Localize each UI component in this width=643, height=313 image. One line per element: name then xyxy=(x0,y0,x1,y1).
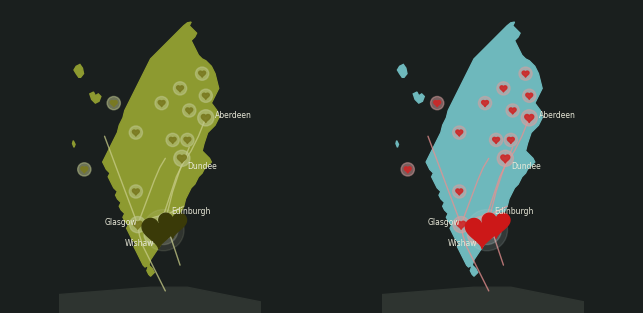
Circle shape xyxy=(453,217,469,233)
Circle shape xyxy=(199,89,212,102)
Polygon shape xyxy=(456,130,463,136)
Polygon shape xyxy=(501,155,510,163)
Polygon shape xyxy=(74,64,84,77)
Text: Aberdeen: Aberdeen xyxy=(538,111,575,121)
Circle shape xyxy=(183,104,196,117)
Circle shape xyxy=(129,185,143,198)
Circle shape xyxy=(195,67,209,80)
Circle shape xyxy=(473,216,502,244)
Polygon shape xyxy=(396,141,399,147)
Circle shape xyxy=(519,67,532,80)
Circle shape xyxy=(523,89,536,102)
Polygon shape xyxy=(111,100,117,107)
Circle shape xyxy=(504,133,518,146)
Circle shape xyxy=(453,185,466,198)
Circle shape xyxy=(521,110,538,126)
Polygon shape xyxy=(59,287,261,313)
Polygon shape xyxy=(466,218,499,249)
Polygon shape xyxy=(203,93,209,100)
Polygon shape xyxy=(522,71,529,77)
Circle shape xyxy=(78,163,91,176)
Circle shape xyxy=(107,96,120,110)
Polygon shape xyxy=(73,141,75,147)
Polygon shape xyxy=(525,115,534,123)
Polygon shape xyxy=(184,137,191,144)
Polygon shape xyxy=(526,93,532,100)
Polygon shape xyxy=(507,137,514,144)
Polygon shape xyxy=(169,137,176,144)
Text: Wishaw: Wishaw xyxy=(125,239,154,248)
Circle shape xyxy=(453,126,466,139)
Circle shape xyxy=(506,104,520,117)
Polygon shape xyxy=(471,232,480,240)
Circle shape xyxy=(478,96,492,110)
Circle shape xyxy=(181,133,194,146)
Polygon shape xyxy=(382,287,584,313)
Circle shape xyxy=(149,216,178,244)
Circle shape xyxy=(130,217,146,233)
Polygon shape xyxy=(482,213,510,238)
Polygon shape xyxy=(434,100,440,107)
Polygon shape xyxy=(177,155,186,163)
Polygon shape xyxy=(482,100,489,107)
Circle shape xyxy=(174,82,186,95)
Circle shape xyxy=(155,96,168,110)
Circle shape xyxy=(129,126,143,139)
Polygon shape xyxy=(158,100,165,107)
Circle shape xyxy=(467,228,484,244)
Polygon shape xyxy=(413,92,424,103)
Text: Dundee: Dundee xyxy=(187,162,217,171)
Circle shape xyxy=(478,221,496,239)
Text: Edinburgh: Edinburgh xyxy=(494,207,534,216)
Circle shape xyxy=(466,209,507,251)
Polygon shape xyxy=(484,218,493,226)
Polygon shape xyxy=(500,86,507,92)
Polygon shape xyxy=(493,137,500,144)
Polygon shape xyxy=(397,64,407,77)
Polygon shape xyxy=(186,108,193,114)
Circle shape xyxy=(480,213,497,229)
Polygon shape xyxy=(201,115,210,123)
Polygon shape xyxy=(132,189,140,195)
Text: Dundee: Dundee xyxy=(511,162,541,171)
Polygon shape xyxy=(148,232,157,240)
Polygon shape xyxy=(404,167,411,173)
Circle shape xyxy=(166,133,179,146)
Circle shape xyxy=(489,133,503,146)
Text: Edinburgh: Edinburgh xyxy=(171,207,210,216)
Polygon shape xyxy=(426,22,542,276)
Text: Glasgow: Glasgow xyxy=(428,218,460,227)
Polygon shape xyxy=(142,218,176,249)
Polygon shape xyxy=(177,86,183,92)
Circle shape xyxy=(157,213,174,229)
Circle shape xyxy=(197,110,214,126)
Polygon shape xyxy=(159,213,186,238)
Circle shape xyxy=(154,221,173,239)
Circle shape xyxy=(497,150,513,167)
Text: Aberdeen: Aberdeen xyxy=(215,111,252,121)
Circle shape xyxy=(174,150,190,167)
Polygon shape xyxy=(132,130,140,136)
Polygon shape xyxy=(457,221,466,229)
Text: Glasgow: Glasgow xyxy=(105,218,137,227)
Polygon shape xyxy=(81,167,87,173)
Circle shape xyxy=(401,163,414,176)
Circle shape xyxy=(143,209,184,251)
Circle shape xyxy=(144,228,161,244)
Polygon shape xyxy=(90,92,101,103)
Polygon shape xyxy=(161,218,170,226)
Polygon shape xyxy=(456,189,463,195)
Polygon shape xyxy=(199,71,206,77)
Circle shape xyxy=(497,82,510,95)
Polygon shape xyxy=(509,108,516,114)
Polygon shape xyxy=(133,221,142,229)
Text: Wishaw: Wishaw xyxy=(448,239,478,248)
Circle shape xyxy=(431,96,444,110)
Polygon shape xyxy=(103,22,219,276)
